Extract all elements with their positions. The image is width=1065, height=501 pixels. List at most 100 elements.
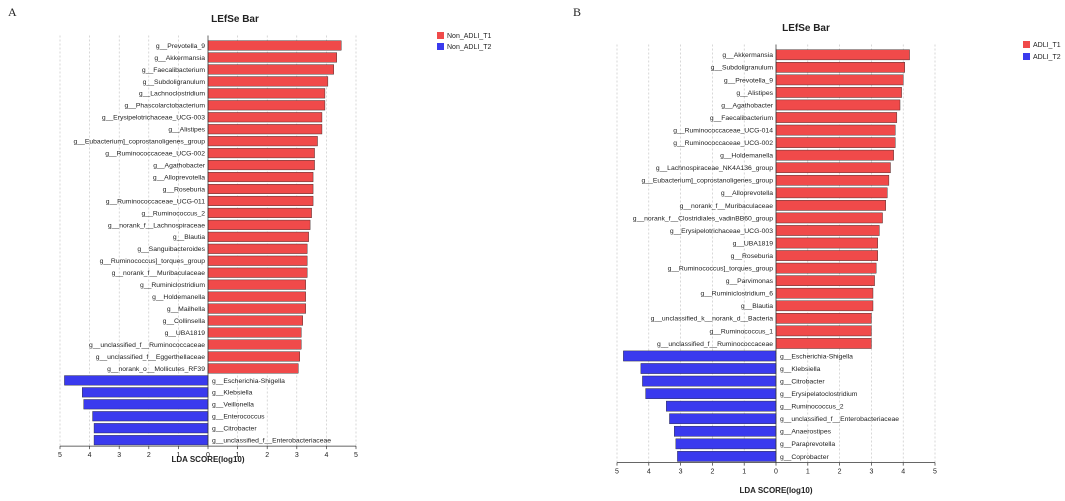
panel-a-bar-label: g__Collinsella xyxy=(163,318,206,325)
panel-b-tick-label: 5 xyxy=(615,469,619,476)
panel-b-bar-label: g__Anaerostipes xyxy=(780,429,832,436)
panel-b-bar xyxy=(775,225,880,236)
panel-b-tick-label: 2 xyxy=(710,469,714,476)
panel-b-xlabel: LDA SCORE(log10) xyxy=(739,486,812,495)
panel-a-bar-label: g__Alloprevotella xyxy=(153,174,205,181)
panel-b-bar xyxy=(775,124,896,136)
panel-a-tick-label: 0 xyxy=(206,452,210,459)
panel-a-bar xyxy=(207,52,337,63)
panel-b-bar xyxy=(642,375,777,387)
panel-b-legend-label: ADLI_T1 xyxy=(1033,42,1061,49)
panel-a-bar xyxy=(207,88,326,99)
panel-a-bar xyxy=(207,64,335,75)
panel-b-bar xyxy=(775,237,878,249)
panel-b-bar xyxy=(775,174,890,186)
panel-a-legend-swatch xyxy=(437,43,444,50)
panel-b-bar xyxy=(640,363,777,374)
panel-a-bar xyxy=(207,112,323,123)
panel-a-bar xyxy=(93,423,209,434)
panel-b-tick-label: 5 xyxy=(933,469,937,476)
panel-a-bar-label: g__Akkermansia xyxy=(154,55,205,62)
panel-a-bar-label: g__Erysipelotrichaceae_UCG-003 xyxy=(102,115,205,122)
panel-b-bar xyxy=(623,350,777,362)
panel-a-bar xyxy=(92,411,209,422)
panel-a-bar-label: g__Mailhella xyxy=(167,306,205,313)
panel-b-bar-label: g__Prevotella_9 xyxy=(724,77,773,84)
panel-b-bar xyxy=(775,137,896,148)
panel-b-tick-label: 4 xyxy=(647,469,651,476)
panel-a-bar-label: g__Agathobacter xyxy=(153,162,206,169)
panel-b-bar-label: g__norank_f__Muribaculaceae xyxy=(680,203,774,210)
panel-b-bar-label: g__Parvimonas xyxy=(726,278,774,285)
panel-a-tick-label: 4 xyxy=(88,452,92,459)
panel-a-bar-label: g__Veillonella xyxy=(212,402,254,409)
panel-a-tick-label: 3 xyxy=(295,452,299,459)
panel-b-bar-label: g__Ruminococcus_1 xyxy=(710,328,774,335)
panel-a-bar xyxy=(207,291,306,302)
panel-b-bar xyxy=(775,300,874,312)
panel-a-bar-label: g__norank_f__Muribaculaceae xyxy=(112,270,206,277)
panel-a-bar xyxy=(207,219,311,230)
panel-a-bar xyxy=(207,183,314,194)
panel-a-bar xyxy=(207,124,323,135)
panel-a-tick-label: 5 xyxy=(354,452,358,459)
panel-a-bar xyxy=(207,255,308,266)
panel-a-bar xyxy=(64,375,209,386)
panel-b-bar xyxy=(775,74,904,86)
panel-a-tick-label: 3 xyxy=(117,452,121,459)
panel-b-bar xyxy=(775,187,888,199)
panel-b-bar xyxy=(775,287,874,299)
panel-b-bar xyxy=(775,313,872,324)
panel-a-bar xyxy=(93,435,209,446)
panel-b-bar-label: g__Holdemanella xyxy=(720,153,773,160)
panel-a-bar-label: g__unclassified_f__Enterobacteriaceae xyxy=(212,438,331,445)
panel-b-letter: B xyxy=(573,5,581,19)
panel-b-tick-label: 3 xyxy=(869,469,873,476)
panel-b-bar xyxy=(645,388,777,399)
panel-b-bar xyxy=(775,212,883,224)
panel-a-tick-label: 2 xyxy=(265,452,269,459)
panel-b-bar-label: g__Ruminococcaceae_UCG-002 xyxy=(673,140,773,147)
panel-a-tick-label: 1 xyxy=(236,452,240,459)
panel-a-bar xyxy=(207,351,300,362)
panel-a-bar-label: g__Sanguibacteroides xyxy=(137,246,205,253)
panel-a-tick-label: 1 xyxy=(176,452,180,459)
panel-a-bar-label: g__Prevotella_9 xyxy=(156,43,205,50)
panel-b-bar-label: g__Akkermansia xyxy=(722,52,773,59)
panel-b-bar xyxy=(775,200,886,211)
panel-a-tick-label: 2 xyxy=(147,452,151,459)
panel-a-bar-label: g__Holdemanella xyxy=(152,294,205,301)
panel-b-title: LEfSe Bar xyxy=(782,23,830,34)
panel-a-bar xyxy=(207,315,303,326)
panel-b-bar-label: g__Paraprevotella xyxy=(780,441,835,448)
panel-b-bar xyxy=(669,413,777,425)
panel-b-bar-label: g__Coprobacter xyxy=(780,454,829,461)
panel-b-tick-label: 3 xyxy=(679,469,683,476)
panel-b-bar xyxy=(775,162,891,174)
panel-b-legend-label: ADLI_T2 xyxy=(1033,54,1061,61)
panel-b-bar xyxy=(666,400,777,412)
panel-b-bar xyxy=(775,149,894,161)
panel-b-bar-label: g__norank_f__Clostridiales_vadinBB60_gro… xyxy=(633,215,773,222)
panel-b-bar xyxy=(775,338,872,349)
panel-a-bar-label: g__Ruminococcus_2 xyxy=(142,210,206,217)
panel-b-bar-label: g__Erysipelatoclostridium xyxy=(780,391,858,398)
panel-a-bar xyxy=(81,387,209,398)
panel-b-bar xyxy=(775,250,878,261)
panel-a-bar xyxy=(207,172,314,183)
panel-a-bar-label: g__Ruminiclostridium xyxy=(140,282,205,289)
panel-b-bar xyxy=(775,87,902,98)
panel-b-bar-label: g__Escherichia-Shigella xyxy=(780,353,853,360)
panel-a-bar-label: g__Phascolarctobacterium xyxy=(125,103,206,110)
panel-a-bar-label: g__Blautia xyxy=(173,234,205,241)
panel-a-bar xyxy=(207,339,302,350)
panel-a-bar-label: g__Escherichia-Shigella xyxy=(212,378,285,385)
panel-b-legend-swatch xyxy=(1023,41,1030,48)
panel-a-bar xyxy=(207,195,314,206)
panel-b-bar xyxy=(775,112,898,123)
panel-a-bar-label: g__Subdoligranulum xyxy=(143,79,206,86)
panel-b-bar-label: g__Citrobacter xyxy=(780,378,825,385)
panel-a-bar xyxy=(207,267,308,278)
panel-a-bar xyxy=(207,136,318,147)
panel-b-bar-label: g__Alistipes xyxy=(736,90,773,97)
